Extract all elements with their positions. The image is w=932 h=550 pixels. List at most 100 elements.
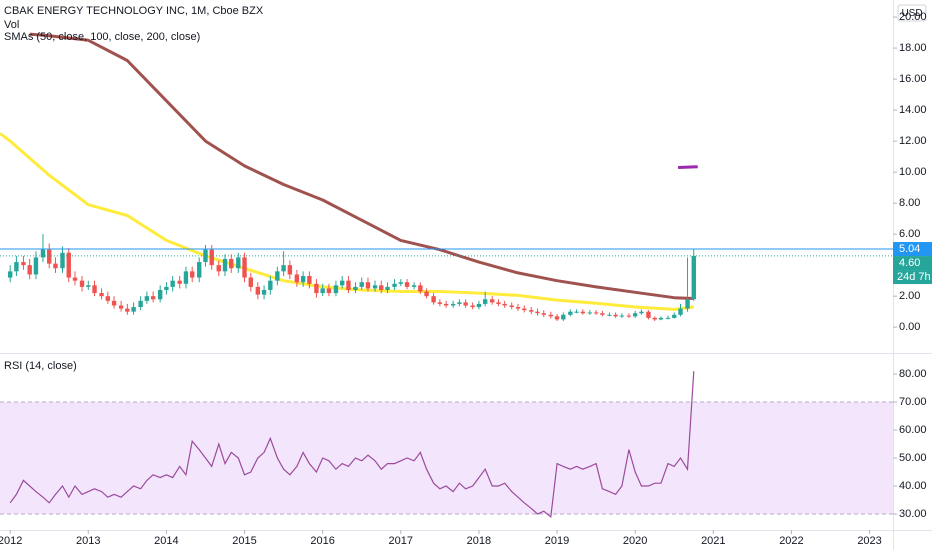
candle-body [144, 296, 150, 301]
candle-body [131, 307, 136, 312]
candle-body [554, 316, 560, 320]
sma-line [678, 165, 698, 169]
x-tick-label: 2020 [623, 535, 647, 547]
candle-body [522, 308, 527, 311]
candle-body [392, 283, 397, 287]
candle-body [203, 249, 208, 263]
candle-body [482, 299, 488, 304]
x-tick-label: 2012 [0, 535, 22, 547]
candle-body [379, 285, 384, 290]
candle-body [515, 307, 521, 309]
candle-body [443, 303, 449, 306]
sma-line [29, 32, 694, 300]
currency-box[interactable] [897, 4, 927, 22]
last-price-box [893, 256, 932, 271]
candle-body [138, 300, 143, 308]
candle-body [418, 285, 423, 292]
x-tick-label: 2017 [389, 535, 413, 547]
candle-body [580, 311, 586, 314]
candle-body [658, 317, 664, 320]
candle-body [437, 302, 443, 304]
y-tick-label: 0.00 [899, 321, 920, 333]
candle-body [150, 296, 156, 300]
y-tick-label: 12.00 [899, 135, 927, 147]
indicator-label: Vol [4, 19, 19, 31]
candle-body [287, 265, 293, 275]
candle-body [79, 280, 85, 287]
candle-body [27, 265, 32, 275]
candle-body [255, 286, 261, 295]
countdown-label: 24d 7h [897, 271, 931, 283]
candle-body [450, 303, 456, 306]
candle-body [365, 282, 371, 289]
rsi-line [9, 371, 695, 518]
candle-body [509, 305, 514, 308]
candle-body [541, 313, 546, 315]
x-tick-label: 2018 [467, 535, 491, 547]
candle-body [626, 315, 632, 317]
candle-body [632, 313, 638, 317]
candle-body [261, 289, 267, 295]
candle-body [652, 317, 657, 320]
candle-body [568, 311, 573, 315]
candle-body [548, 314, 554, 317]
candle-body [496, 302, 501, 304]
candle-body [463, 302, 468, 306]
candle-body [307, 276, 312, 284]
candle-body [72, 277, 78, 281]
candle-body [99, 293, 104, 297]
x-tick-label: 2023 [857, 535, 881, 547]
y-tick-label: 80.00 [899, 368, 927, 380]
x-tick-label: 2019 [545, 535, 569, 547]
candle-body [404, 282, 410, 287]
rsi-title: RSI (14, close) [4, 360, 77, 372]
candle-body [7, 271, 13, 278]
candle-body [229, 258, 234, 269]
candle-body [60, 252, 65, 269]
indicator-label: SMAs (50, close, 100, close, 200, close) [4, 31, 200, 43]
candle-body [294, 274, 300, 283]
candle-body [593, 312, 599, 314]
candle-body [359, 282, 364, 287]
x-tick-label: 2016 [310, 535, 334, 547]
x-tick-label: 2021 [701, 535, 725, 547]
y-tick-label: 70.00 [899, 396, 927, 408]
candle-body [574, 311, 579, 313]
y-tick-label: 40.00 [899, 480, 927, 492]
candle-body [339, 280, 345, 286]
candle-body [222, 258, 228, 272]
candle-body [86, 285, 91, 287]
candle-body [242, 257, 247, 278]
candle-body [607, 314, 612, 316]
candle-body [372, 285, 378, 289]
candle-body [33, 257, 39, 275]
candle-body [457, 302, 462, 304]
candle-body [672, 314, 677, 318]
candle-body [561, 314, 566, 320]
candle-body [587, 312, 593, 314]
candle-body [111, 300, 117, 306]
candle-body [535, 311, 540, 314]
high-price-box [893, 242, 932, 257]
plot-area [0, 32, 893, 518]
y-tick-label: 18.00 [899, 42, 927, 54]
candle-body [300, 276, 306, 283]
y-tick-label: 50.00 [899, 452, 927, 464]
x-tick-label: 2013 [76, 535, 100, 547]
candle-body [398, 282, 403, 284]
candle-body [14, 262, 19, 272]
candle-body [613, 314, 618, 317]
high-price-label: 5.04 [899, 243, 920, 255]
candle-body [600, 313, 605, 315]
candle-body [66, 252, 71, 278]
x-tick-label: 2022 [779, 535, 803, 547]
y-tick-label: 16.00 [899, 73, 927, 85]
candle-body [665, 317, 671, 319]
y-tick-label: 10.00 [899, 166, 927, 178]
candle-body [275, 271, 280, 281]
candle-body [248, 277, 253, 287]
candle-body [209, 249, 214, 266]
y-tick-label: 6.00 [899, 228, 920, 240]
currency: USD [901, 8, 922, 19]
rsi-band [0, 402, 893, 515]
